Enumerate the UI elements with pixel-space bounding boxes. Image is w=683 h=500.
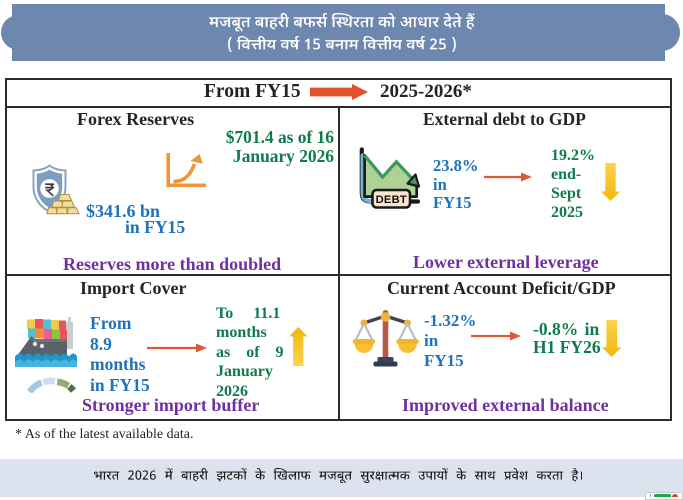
svg-text:DEBT: DEBT	[376, 194, 407, 206]
